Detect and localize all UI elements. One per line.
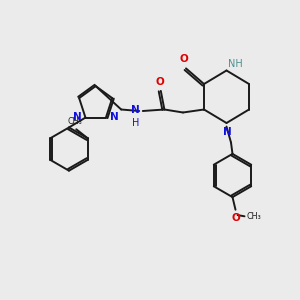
Text: N: N (223, 127, 232, 137)
Text: H: H (132, 118, 140, 128)
Text: N: N (73, 112, 81, 122)
Text: N: N (131, 105, 140, 115)
Text: N: N (110, 112, 119, 122)
Text: O: O (180, 55, 189, 64)
Text: O: O (232, 213, 241, 223)
Text: CH₃: CH₃ (68, 117, 82, 126)
Text: NH: NH (228, 59, 243, 69)
Text: CH₃: CH₃ (247, 212, 262, 221)
Text: O: O (155, 77, 164, 87)
